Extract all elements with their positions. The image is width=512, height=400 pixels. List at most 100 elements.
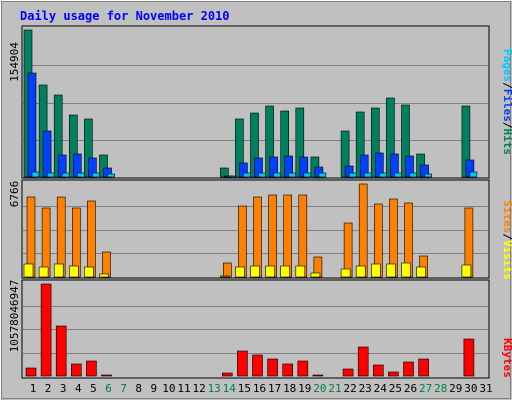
bar-sites-day-6 <box>102 251 111 278</box>
bar-pages-day-23 <box>363 172 372 178</box>
x-tick-day-8: 8 <box>135 382 142 395</box>
bar-kbytes-day-18 <box>282 363 294 377</box>
x-tick-day-16: 16 <box>253 382 266 395</box>
svg-text:Pages/Files/Hits: Pages/Files/Hits <box>501 49 512 155</box>
bar-pages-day-5 <box>92 172 100 178</box>
x-tick-day-5: 5 <box>90 382 97 395</box>
bar-pages-day-6 <box>107 173 115 178</box>
bar-visits-day-30 <box>461 264 472 278</box>
bar-kbytes-day-14 <box>222 372 233 377</box>
legend-files: Files <box>501 89 512 122</box>
bar-pages-day-15 <box>243 172 251 178</box>
x-tick-day-20: 20 <box>313 382 326 395</box>
bar-files-day-1 <box>27 72 37 178</box>
bar-visits-day-2 <box>38 266 49 278</box>
x-tick-day-11: 11 <box>177 382 190 395</box>
bar-pages-day-14 <box>228 175 236 178</box>
bar-kbytes-day-19 <box>297 360 309 377</box>
legend-sep-2: / <box>501 122 512 129</box>
legend-pages: Pages <box>501 49 512 82</box>
x-tick-day-29: 29 <box>449 382 462 395</box>
bar-visits-day-24 <box>370 263 381 278</box>
bar-kbytes-day-27 <box>418 358 429 377</box>
legend-visits-panel: Sites/Visits <box>501 200 512 280</box>
x-tick-day-15: 15 <box>238 382 251 395</box>
x-tick-day-28: 28 <box>434 382 447 395</box>
x-tick-day-13: 13 <box>208 382 221 395</box>
bar-kbytes-day-30 <box>463 338 475 377</box>
bar-kbytes-day-2 <box>40 283 52 377</box>
bar-visits-day-20 <box>310 272 321 278</box>
x-tick-day-17: 17 <box>268 382 281 395</box>
bar-visits-day-19 <box>295 265 306 278</box>
x-tick-day-27: 27 <box>419 382 432 395</box>
x-tick-day-4: 4 <box>75 382 82 395</box>
bar-visits-day-26 <box>401 262 411 278</box>
bar-pages-day-22 <box>348 172 357 178</box>
bar-pages-day-18 <box>288 172 297 178</box>
x-tick-day-2: 2 <box>45 382 52 395</box>
bar-pages-day-30 <box>469 171 478 178</box>
legend-kbytes-panel: KBytes <box>501 338 512 378</box>
x-tick-day-18: 18 <box>283 382 296 395</box>
bar-visits-day-25 <box>386 263 396 278</box>
bar-pages-day-1 <box>31 171 40 178</box>
bar-pages-day-24 <box>378 172 387 178</box>
bar-sites-day-18 <box>283 194 293 278</box>
bar-pages-day-25 <box>394 172 402 178</box>
x-axis-day-labels: 1 2 3 4 5 6 7 8 9 10 11 12 13 14 15 16 17 18 19 20 21 22 23 24 2… <box>30 382 493 395</box>
bar-sites-day-14 <box>223 262 232 278</box>
bar-kbytes-day-15 <box>237 350 248 377</box>
bar-pages-day-3 <box>61 172 70 178</box>
bar-sites-day-19 <box>298 194 308 278</box>
legend-hits-panel: Pages/Files/Hits <box>501 49 512 155</box>
x-tick-day-1: 1 <box>30 382 37 395</box>
bar-sites-day-5 <box>87 200 96 278</box>
bar-kbytes-day-26 <box>403 361 414 377</box>
bar-visits-day-14 <box>220 275 230 278</box>
bar-pages-day-17 <box>273 172 281 178</box>
x-tick-day-10: 10 <box>162 382 175 395</box>
bar-kbytes-day-3 <box>55 325 67 377</box>
bar-visits-day-1 <box>23 263 34 278</box>
x-tick-day-26: 26 <box>404 382 417 395</box>
bar-pages-day-2 <box>46 172 55 178</box>
x-tick-day-7: 7 <box>120 382 127 395</box>
bar-visits-day-15 <box>235 266 245 278</box>
x-tick-day-12: 12 <box>192 382 205 395</box>
bar-sites-day-23 <box>358 183 368 278</box>
bar-sites-day-2 <box>41 207 51 278</box>
bar-visits-day-27 <box>416 266 426 278</box>
x-tick-day-23: 23 <box>359 382 372 395</box>
x-tick-day-6: 6 <box>105 382 112 395</box>
kbytes-ymax-label: 10578046947 <box>8 280 21 353</box>
bar-pages-day-27 <box>424 173 432 178</box>
x-tick-day-25: 25 <box>389 382 402 395</box>
bar-kbytes-day-16 <box>252 354 263 377</box>
bar-visits-day-22 <box>340 268 351 278</box>
bar-kbytes-day-17 <box>267 358 278 377</box>
bar-kbytes-day-1 <box>25 367 37 377</box>
bar-pages-day-4 <box>77 172 85 178</box>
bar-pages-day-19 <box>303 172 312 178</box>
bar-hits-day-14 <box>220 167 229 178</box>
x-tick-day-19: 19 <box>298 382 311 395</box>
bar-pages-day-16 <box>258 172 266 178</box>
bar-sites-day-16 <box>253 196 262 278</box>
bar-visits-day-17 <box>265 265 275 278</box>
bar-visits-day-5 <box>84 266 94 278</box>
bar-pages-day-26 <box>409 172 417 178</box>
hits-ymax-label: 154904 <box>8 42 21 82</box>
bar-kbytes-day-5 <box>86 360 97 377</box>
bar-kbytes-day-24 <box>372 364 384 377</box>
bar-kbytes-day-23 <box>357 346 369 377</box>
x-tick-day-9: 9 <box>150 382 157 395</box>
bars <box>23 29 478 377</box>
svg-text:KBytes: KBytes <box>501 338 512 378</box>
visits-ymax-label: 6766 <box>8 181 21 208</box>
x-tick-day-14: 14 <box>223 382 237 395</box>
x-tick-day-31: 31 <box>479 382 492 395</box>
bar-visits-day-4 <box>69 265 79 278</box>
bar-kbytes-day-6 <box>101 374 112 377</box>
